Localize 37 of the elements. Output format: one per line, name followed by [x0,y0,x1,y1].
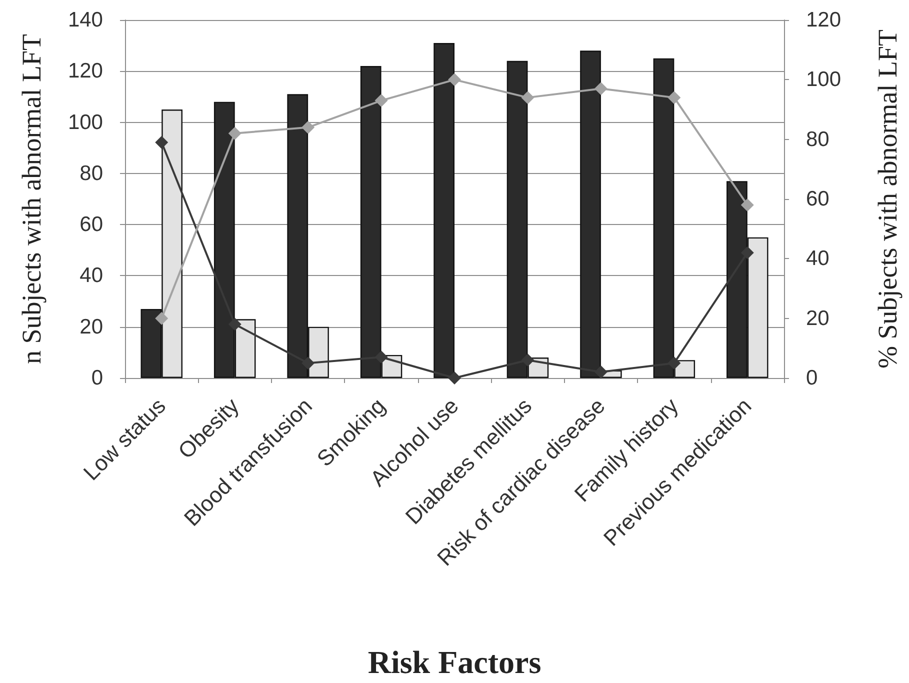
point [521,91,534,104]
y2-tick-label: 80 [806,128,830,151]
point [302,356,315,370]
point [374,350,388,364]
y-tick-label: 80 [80,162,103,185]
y-tick-label: 40 [80,264,103,288]
y2-axis-title: % Subjects with abnormal LFT [872,29,902,368]
y-axis-title: n Subjects with abnormal LFT [16,34,46,364]
point [228,126,242,140]
point [228,318,242,331]
bar [434,43,454,378]
point [155,312,168,325]
point [594,366,608,379]
y-tick-label: 0 [91,366,103,390]
point [740,246,754,260]
point [448,372,461,384]
y2-tick-label: 20 [806,306,830,330]
y-tick-label: 120 [68,60,103,83]
point [302,120,315,134]
point [155,136,168,149]
point [374,94,388,108]
y-tick-label: 140 [68,8,103,32]
y2-tick-label: 120 [806,8,842,32]
y2-tick-label: 100 [806,68,842,92]
point [668,91,681,104]
point [448,73,461,86]
y-tick-label: 100 [68,110,103,134]
point [668,356,681,370]
y2-tick-label: 0 [806,366,818,390]
y-tick-label: 60 [80,213,103,236]
y2-tick-label: 40 [806,247,830,270]
y2-tick-label: 60 [806,188,830,210]
point [594,82,608,96]
point [521,354,534,367]
y-tick-label: 20 [80,315,103,338]
point [740,198,754,212]
x-axis-title: Risk Factors [368,644,542,680]
